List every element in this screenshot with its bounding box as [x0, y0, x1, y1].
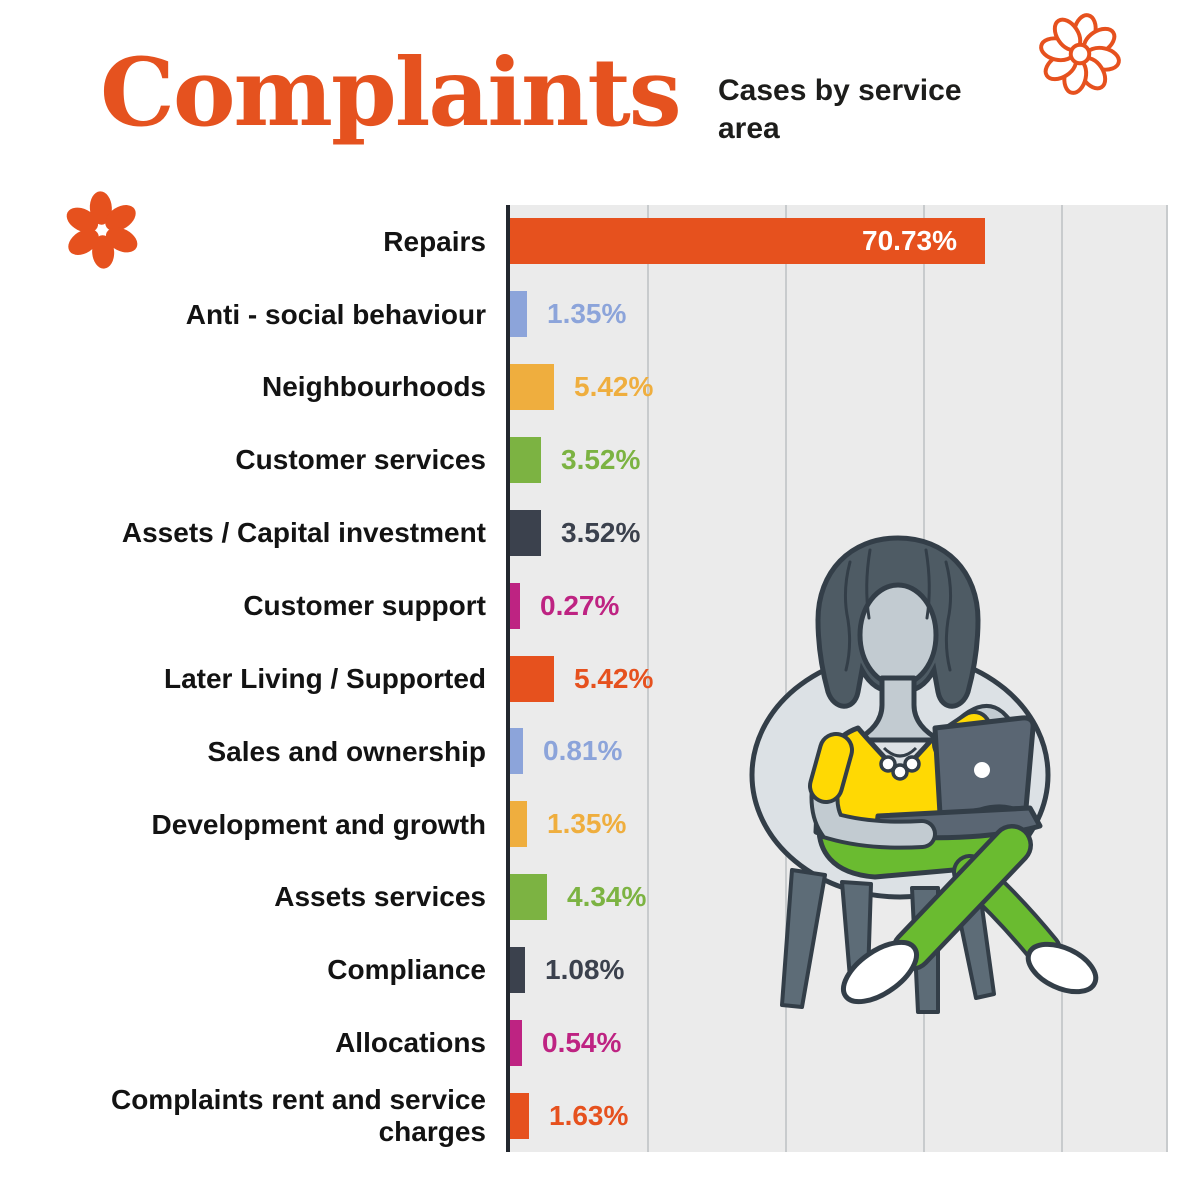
value-label: 0.27% — [540, 589, 620, 621]
value-label: 5.42% — [574, 371, 654, 403]
bar — [510, 801, 527, 848]
gridline — [1061, 205, 1063, 1152]
category-label: Customer support — [243, 589, 486, 621]
category-label: Repairs — [383, 225, 486, 257]
value-label: 1.35% — [547, 298, 627, 330]
bar — [510, 218, 985, 265]
category-label: Allocations — [335, 1027, 486, 1059]
category-label: Development and growth — [151, 808, 486, 840]
value-label: 70.73% — [862, 225, 957, 257]
bar — [510, 1092, 529, 1139]
bar — [510, 1019, 522, 1066]
category-label: Neighbourhoods — [262, 371, 486, 403]
bar — [510, 655, 554, 702]
chart-subtitle: Cases by service area — [718, 74, 962, 146]
category-label: Complaints rent and service charges — [110, 1084, 486, 1147]
category-label: Assets / Capital investment — [121, 517, 486, 549]
category-label: Compliance — [327, 954, 486, 986]
value-label: 1.08% — [545, 953, 625, 985]
flower-outline-icon — [1039, 13, 1121, 95]
bar — [510, 874, 547, 921]
value-label: 3.52% — [561, 443, 641, 475]
category-label: Later Living / Supported — [163, 662, 486, 694]
gridline — [785, 205, 787, 1152]
page-title: Complaints — [100, 38, 682, 148]
value-label: 4.34% — [567, 881, 647, 913]
category-label: Customer services — [235, 444, 486, 476]
gridline — [647, 205, 649, 1152]
value-label: 3.52% — [561, 516, 641, 548]
value-label: 1.63% — [549, 1099, 629, 1131]
value-label: 5.42% — [574, 662, 654, 694]
bar — [510, 291, 527, 338]
bar — [510, 364, 554, 411]
bar — [510, 436, 541, 483]
value-label: 0.54% — [542, 1026, 622, 1058]
category-label: Anti - social behaviour — [185, 298, 486, 330]
category-label: Assets services — [274, 881, 486, 913]
value-label: 1.35% — [547, 808, 627, 840]
bar — [510, 582, 520, 629]
bar — [510, 728, 523, 775]
flower-solid-icon — [66, 191, 138, 269]
value-label: 0.81% — [543, 735, 623, 767]
woman-with-laptop-illustration — [749, 535, 1099, 1014]
y-axis-line — [506, 205, 510, 1152]
gridline — [1166, 205, 1168, 1152]
category-label: Sales and ownership — [207, 735, 486, 767]
bar — [510, 946, 525, 993]
bar — [510, 509, 541, 556]
